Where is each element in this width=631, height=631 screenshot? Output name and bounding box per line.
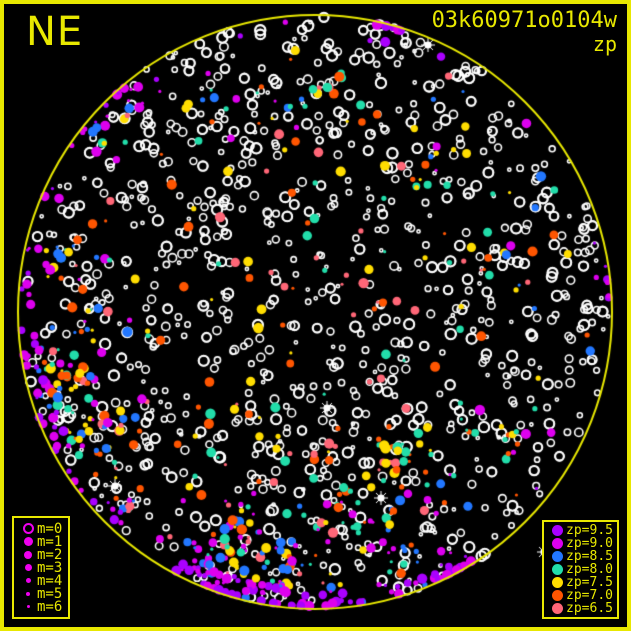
zeropoint-color-swatch-icon [548,577,566,588]
magnitude-legend-label: m=3 [37,559,63,576]
orientation-label: NE [26,9,84,55]
zeropoint-legend-row: zp=6.5 [548,602,613,615]
magnitude-legend-label: m=1 [37,533,63,550]
magnitude-legend-row: m=5 [19,585,63,602]
zeropoint-color-swatch-icon [548,551,566,562]
zeropoint-color-swatch-icon [548,603,566,614]
quantity-label: zp [592,32,617,56]
zeropoint-color-swatch-icon [548,590,566,601]
zeropoint-legend-row: zp=7.5 [548,576,613,589]
magnitude-legend-row: m=0 [19,520,63,537]
zeropoint-legend-label: zp=9.0 [566,536,613,551]
zeropoint-color-swatch-icon [548,564,566,575]
magnitude-marker-icon [19,523,37,534]
zeropoint-legend-label: zp=9.5 [566,523,613,538]
magnitude-legend-label: m=5 [37,585,63,602]
zeropoint-color-swatch-icon [548,525,566,536]
magnitude-marker-icon [19,578,37,583]
zeropoint-legend-label: zp=7.5 [566,575,613,590]
magnitude-legend: m=0 m=1 m=2 m=3 m=4 m=5 m=6 [12,516,71,619]
magnitude-legend-label: m=0 [37,520,63,537]
zeropoint-legend-row: zp=8.5 [548,550,613,563]
magnitude-marker-icon [19,550,37,559]
zeropoint-legend-row: zp=9.0 [548,537,613,550]
zeropoint-legend-row: zp=7.0 [548,589,613,602]
zeropoint-legend-row: zp=8.0 [548,563,613,576]
zeropoint-legend-label: zp=7.0 [566,588,613,603]
magnitude-marker-icon [19,591,37,596]
magnitude-legend-label: m=4 [37,572,63,589]
frame-header: 03k60971o0104w zp [432,8,617,56]
magnitude-marker-icon [19,537,37,546]
magnitude-legend-row: m=6 [19,598,63,615]
magnitude-legend-row: m=1 [19,533,63,550]
zeropoint-legend-label: zp=6.5 [566,601,613,616]
magnitude-legend-label: m=2 [37,546,63,563]
magnitude-legend-row: m=3 [19,559,63,576]
magnitude-legend-label: m=6 [37,598,63,615]
zeropoint-color-swatch-icon [548,538,566,549]
zeropoint-legend: zp=9.5 zp=9.0 zp=8.5 zp=8.0 zp=7.5 zp=7.0 zp=6… [542,520,619,619]
zeropoint-legend-label: zp=8.5 [566,549,613,564]
magnitude-marker-icon [19,564,37,571]
magnitude-legend-row: m=4 [19,572,63,589]
magnitude-marker-icon [19,605,37,608]
all-sky-scatter-canvas[interactable] [4,4,627,627]
magnitude-legend-row: m=2 [19,546,63,563]
zeropoint-legend-label: zp=8.0 [566,562,613,577]
zeropoint-legend-row: zp=9.5 [548,524,613,537]
frame-id-label: 03k60971o0104w [431,8,617,33]
